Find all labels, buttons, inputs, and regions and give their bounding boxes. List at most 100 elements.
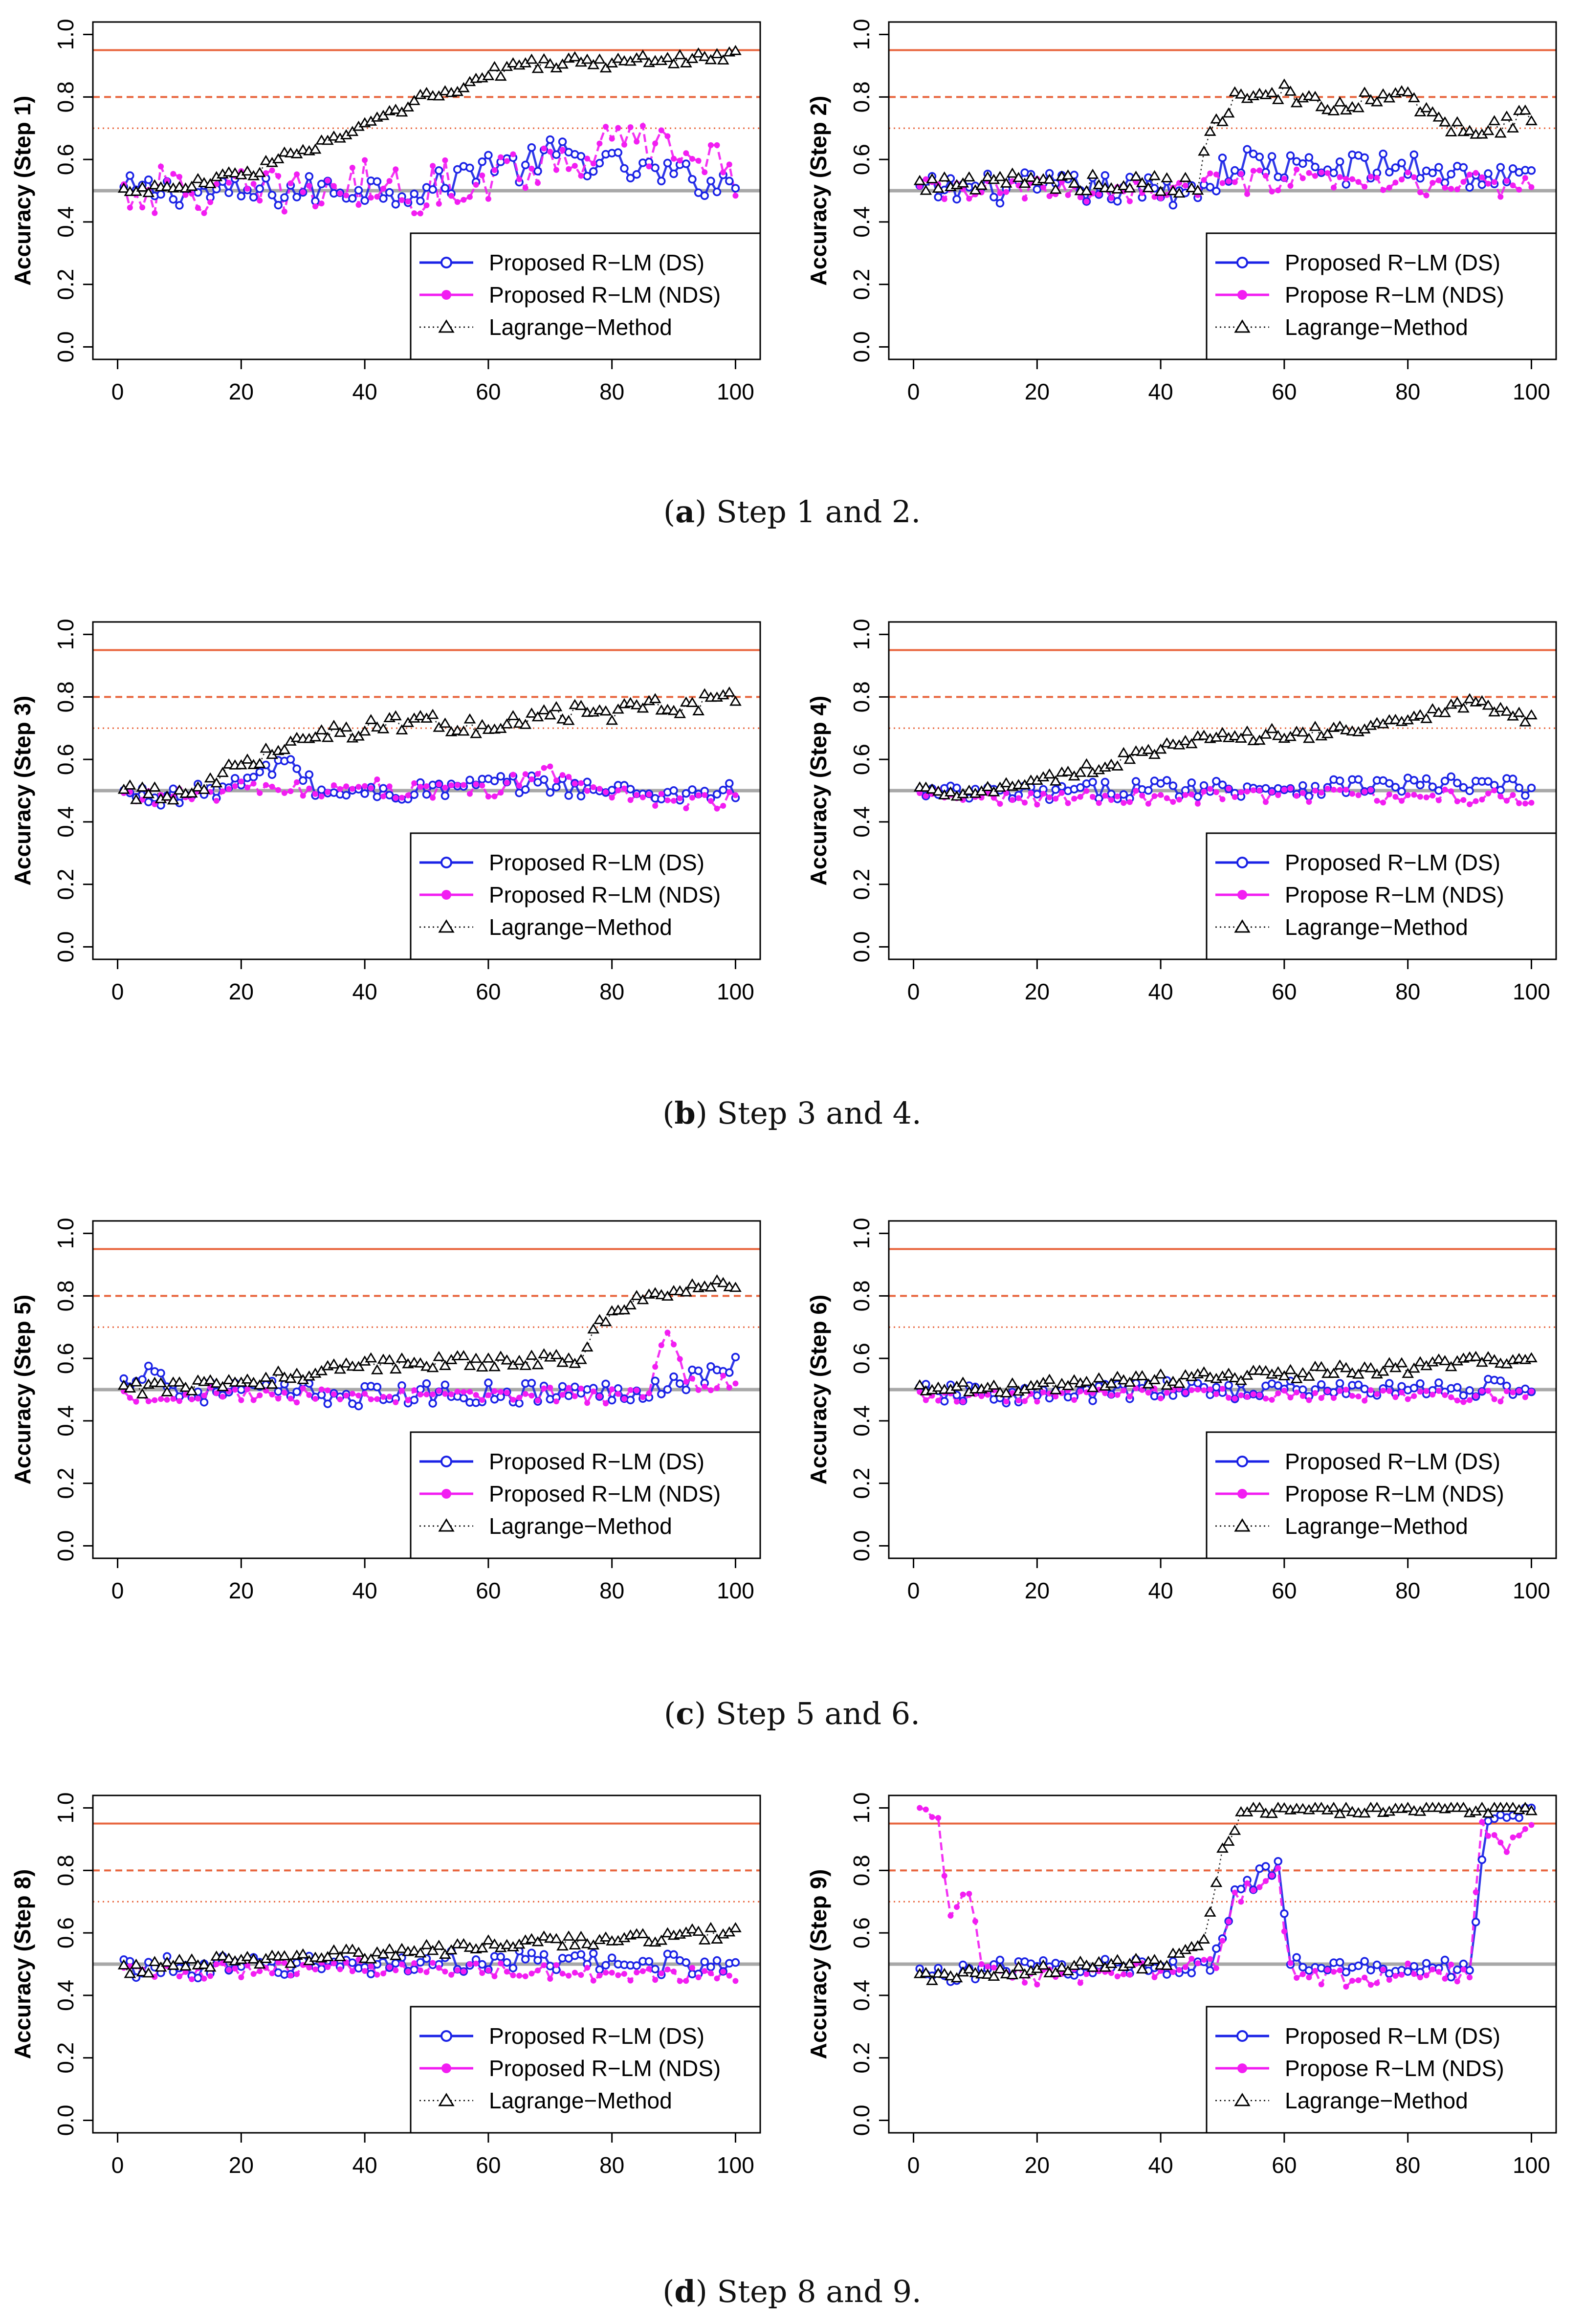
data-point — [507, 710, 519, 720]
data-point — [559, 1970, 566, 1977]
data-point — [479, 1397, 485, 1403]
data-point — [692, 705, 704, 715]
data-point — [1121, 1971, 1127, 1977]
data-point — [1475, 1356, 1488, 1367]
data-point — [348, 194, 357, 203]
series-points-1 — [915, 1803, 1536, 1986]
data-point — [300, 1385, 306, 1392]
data-point — [1515, 1813, 1523, 1822]
caption-d: (d) Step 8 and 9. — [662, 2274, 922, 2309]
data-point — [1473, 170, 1479, 176]
data-point — [1405, 1396, 1411, 1402]
data-point — [185, 1385, 198, 1395]
data-point — [1453, 1965, 1462, 1974]
data-point — [590, 160, 596, 167]
data-point — [405, 1397, 411, 1403]
data-point — [1508, 775, 1518, 783]
data-point — [1374, 797, 1380, 804]
data-point — [439, 717, 451, 728]
data-point — [1256, 167, 1263, 174]
data-point — [257, 790, 263, 796]
data-point — [1000, 177, 1012, 188]
data-point — [176, 174, 182, 180]
data-point — [461, 1968, 467, 1974]
data-point — [720, 169, 726, 176]
data-point — [253, 1958, 266, 1969]
data-point — [448, 193, 455, 199]
data-point — [1154, 1368, 1167, 1379]
data-point — [1093, 179, 1105, 189]
x-tick-label: 0 — [111, 379, 124, 404]
data-point — [1262, 1395, 1269, 1402]
y-tick-label: 0.4 — [53, 806, 78, 838]
x-tick-label: 60 — [1272, 979, 1297, 1004]
data-point — [1144, 786, 1153, 795]
data-point — [1312, 1390, 1319, 1396]
data-point — [1161, 737, 1173, 748]
data-point — [1235, 1374, 1247, 1385]
data-point — [954, 1398, 960, 1405]
data-point — [571, 1382, 579, 1392]
data-point — [192, 1374, 204, 1385]
data-point — [547, 763, 553, 770]
data-point — [328, 1944, 340, 1955]
data-point — [393, 1399, 399, 1405]
data-point — [1216, 1842, 1229, 1853]
data-point — [1187, 1969, 1196, 1978]
data-point — [292, 764, 301, 773]
data-point — [1274, 1381, 1282, 1390]
data-point — [368, 1396, 374, 1402]
data-point — [442, 784, 448, 791]
data-point — [960, 1891, 966, 1898]
data-point — [677, 1978, 683, 1984]
data-point — [938, 1968, 951, 1978]
data-point — [1222, 1368, 1235, 1378]
data-point — [932, 182, 945, 193]
data-point — [156, 1369, 165, 1378]
data-point — [686, 697, 699, 707]
y-tick-label: 0.2 — [849, 269, 874, 300]
data-point — [1367, 1982, 1374, 1988]
data-point — [1397, 158, 1406, 168]
legend: Proposed R−LM (DS)Proposed R−LM (NDS)Lag… — [410, 2006, 761, 2134]
data-point — [1380, 1967, 1386, 1973]
legend-label: Proposed R−LM (DS) — [489, 250, 704, 275]
data-point — [484, 1378, 493, 1387]
data-point — [1337, 787, 1343, 793]
data-point — [1519, 1801, 1532, 1812]
legend-label: Propose R−LM (NDS) — [1285, 882, 1504, 907]
data-point — [997, 800, 1003, 807]
data-point — [926, 783, 938, 794]
x-tick-label: 20 — [229, 1578, 254, 1603]
data-point — [454, 199, 461, 205]
data-point — [287, 1972, 294, 1979]
data-point — [1358, 87, 1371, 97]
data-point — [559, 772, 566, 778]
data-point — [210, 777, 223, 788]
data-point — [941, 196, 947, 202]
data-point — [269, 1970, 275, 1976]
data-point — [706, 177, 715, 185]
data-point — [1179, 172, 1192, 182]
data-point — [1049, 1384, 1062, 1394]
data-point — [578, 1972, 584, 1978]
data-point — [1465, 1386, 1474, 1395]
x-tick-label: 60 — [476, 2152, 501, 2178]
data-point — [988, 1970, 1000, 1981]
data-point — [1161, 172, 1173, 182]
data-point — [250, 1971, 257, 1977]
data-point — [349, 165, 355, 171]
data-point — [1500, 706, 1513, 716]
data-point — [1496, 163, 1505, 172]
data-point — [707, 1387, 714, 1394]
data-point — [663, 1385, 672, 1394]
legend-label: Proposed R−LM (NDS) — [489, 1481, 721, 1506]
data-point — [1158, 1395, 1164, 1401]
data-point — [516, 1394, 523, 1401]
data-point — [204, 772, 217, 783]
data-point — [725, 779, 734, 788]
y-axis-title: Accuracy (Step 6) — [806, 1295, 831, 1485]
data-point — [287, 1395, 294, 1402]
data-point — [457, 1938, 470, 1948]
data-point — [1213, 789, 1219, 796]
